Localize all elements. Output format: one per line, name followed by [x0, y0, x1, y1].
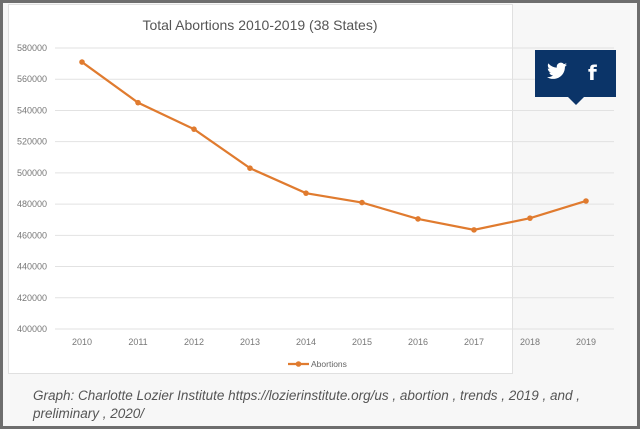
- y-tick-label: 400000: [17, 324, 47, 334]
- data-point: [527, 215, 533, 221]
- data-point: [359, 199, 365, 206]
- data-point: [135, 99, 141, 106]
- x-tick-label: 2018: [520, 337, 540, 347]
- data-point: [583, 198, 589, 204]
- x-tick-label: 2019: [576, 337, 596, 347]
- y-tick-label: 460000: [17, 230, 47, 240]
- x-tick-label: 2012: [184, 337, 204, 347]
- y-tick-label: 500000: [17, 168, 47, 178]
- data-point: [471, 227, 477, 233]
- x-tick-label: 2011: [128, 337, 147, 347]
- chart-area: [8, 4, 513, 374]
- y-tick-label: 420000: [17, 293, 47, 303]
- twitter-icon[interactable]: [547, 62, 567, 86]
- data-point: [191, 126, 197, 132]
- y-tick-label: 440000: [17, 262, 47, 272]
- series-line: [81, 61, 587, 231]
- y-tick-label: 540000: [17, 105, 47, 115]
- x-tick-label: 2013: [240, 337, 260, 347]
- legend-label: Abortions: [311, 359, 347, 369]
- x-tick-label: 2010: [72, 337, 92, 347]
- y-tick-label: 580000: [17, 43, 47, 53]
- data-point: [303, 190, 309, 196]
- y-tick-label: 480000: [17, 199, 47, 209]
- x-tick-label: 2015: [352, 337, 372, 347]
- facebook-icon[interactable]: f: [588, 61, 597, 85]
- share-box: f: [535, 50, 616, 105]
- data-point: [415, 216, 421, 222]
- x-tick-label: 2016: [408, 337, 428, 347]
- x-tick-label: 2017: [464, 337, 484, 347]
- legend-marker: [295, 361, 302, 367]
- chart-title: Total Abortions 2010-2019 (38 States): [142, 17, 377, 33]
- y-tick-label: 560000: [17, 74, 47, 84]
- x-tick-label: 2014: [296, 337, 316, 347]
- source-caption: Graph: Charlotte Lozier Institute https:…: [33, 388, 581, 421]
- data-point: [247, 165, 253, 172]
- y-tick-label: 520000: [17, 137, 47, 147]
- data-point: [79, 59, 85, 65]
